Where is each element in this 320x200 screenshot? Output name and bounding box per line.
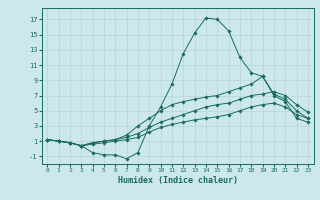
X-axis label: Humidex (Indice chaleur): Humidex (Indice chaleur) bbox=[118, 176, 237, 185]
